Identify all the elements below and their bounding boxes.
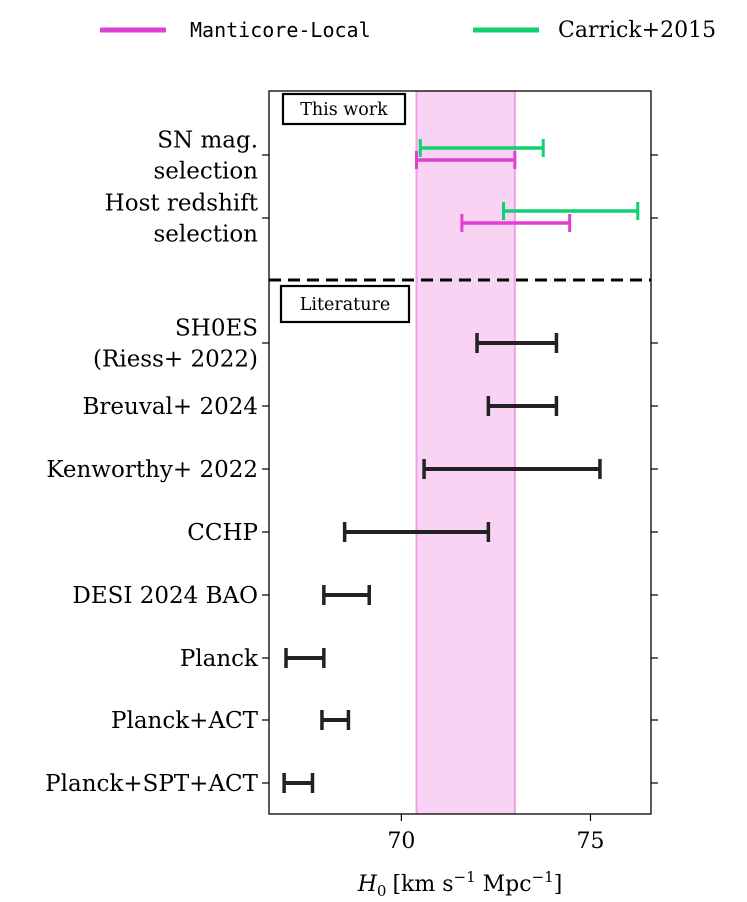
row-label: (Riess+ 2022) bbox=[93, 347, 258, 373]
row-8: Planck+ACT bbox=[111, 708, 658, 734]
legend-label-manticore-local: Manticore-Local bbox=[190, 18, 371, 42]
x-tick-label: 75 bbox=[576, 829, 604, 854]
row-9: Planck+SPT+ACT bbox=[45, 771, 658, 797]
plot-frame bbox=[268, 90, 652, 815]
row-5: CCHP bbox=[187, 520, 658, 546]
errorbar-carrick-2015 bbox=[501, 202, 640, 220]
errorbar-carrick-2015 bbox=[418, 139, 545, 157]
manticore-band bbox=[416, 91, 515, 814]
legend-label-carrick-2015: Carrick+2015 bbox=[558, 18, 716, 43]
row-0: SN mag. selection bbox=[153, 128, 658, 185]
section-box-literature: Literature bbox=[279, 284, 411, 324]
section-label-this-work: This work bbox=[300, 100, 388, 120]
rows-layer: SN mag. selection Host redshift selection SH… bbox=[45, 128, 658, 797]
errorbar-literature bbox=[282, 773, 315, 793]
row-label: selection bbox=[153, 159, 258, 185]
row-label: Breuval+ 2024 bbox=[83, 394, 259, 420]
row-label: selection bbox=[153, 222, 258, 248]
row-label: SN mag. bbox=[157, 128, 258, 154]
row-3: Breuval+ 2024 bbox=[83, 394, 658, 420]
errorbar-literature bbox=[486, 396, 559, 416]
errorbar-literature bbox=[422, 459, 602, 479]
row-label: Planck+SPT+ACT bbox=[45, 771, 258, 797]
row-label: CCHP bbox=[187, 520, 258, 546]
section-label-literature: Literature bbox=[300, 295, 390, 315]
row-label: SH0ES bbox=[175, 316, 258, 342]
legend: Manticore-Local Carrick+2015 bbox=[100, 18, 716, 43]
errorbar-literature bbox=[342, 522, 491, 542]
row-6: DESI 2024 BAO bbox=[72, 583, 658, 609]
row-1: Host redshift selection bbox=[105, 191, 658, 248]
section-box-frame bbox=[281, 92, 407, 126]
row-label: Host redshift bbox=[105, 191, 259, 217]
errorbar-manticore-local bbox=[415, 151, 517, 169]
section-box-this-work: This work bbox=[281, 92, 407, 126]
errorbar-literature bbox=[322, 585, 371, 605]
row-2: SH0ES (Riess+ 2022) bbox=[93, 316, 658, 373]
errorbar-literature bbox=[475, 333, 559, 353]
row-label: Kenworthy+ 2022 bbox=[46, 457, 258, 483]
x-tick-label: 70 bbox=[387, 829, 415, 854]
errorbar-literature bbox=[320, 710, 351, 730]
errorbar-literature bbox=[284, 648, 326, 668]
section-box-frame bbox=[279, 284, 411, 324]
row-label: Planck bbox=[180, 646, 259, 672]
row-4: Kenworthy+ 2022 bbox=[46, 457, 658, 483]
x-axis: 70 75 bbox=[387, 814, 604, 854]
x-axis-label: H0 [km s−1 Mpc−1] bbox=[357, 868, 563, 900]
row-7: Planck bbox=[180, 646, 658, 672]
row-label: Planck+ACT bbox=[111, 708, 259, 734]
errorbar-manticore-local bbox=[460, 214, 572, 232]
band-group bbox=[415, 91, 516, 814]
row-label: DESI 2024 BAO bbox=[72, 583, 258, 609]
